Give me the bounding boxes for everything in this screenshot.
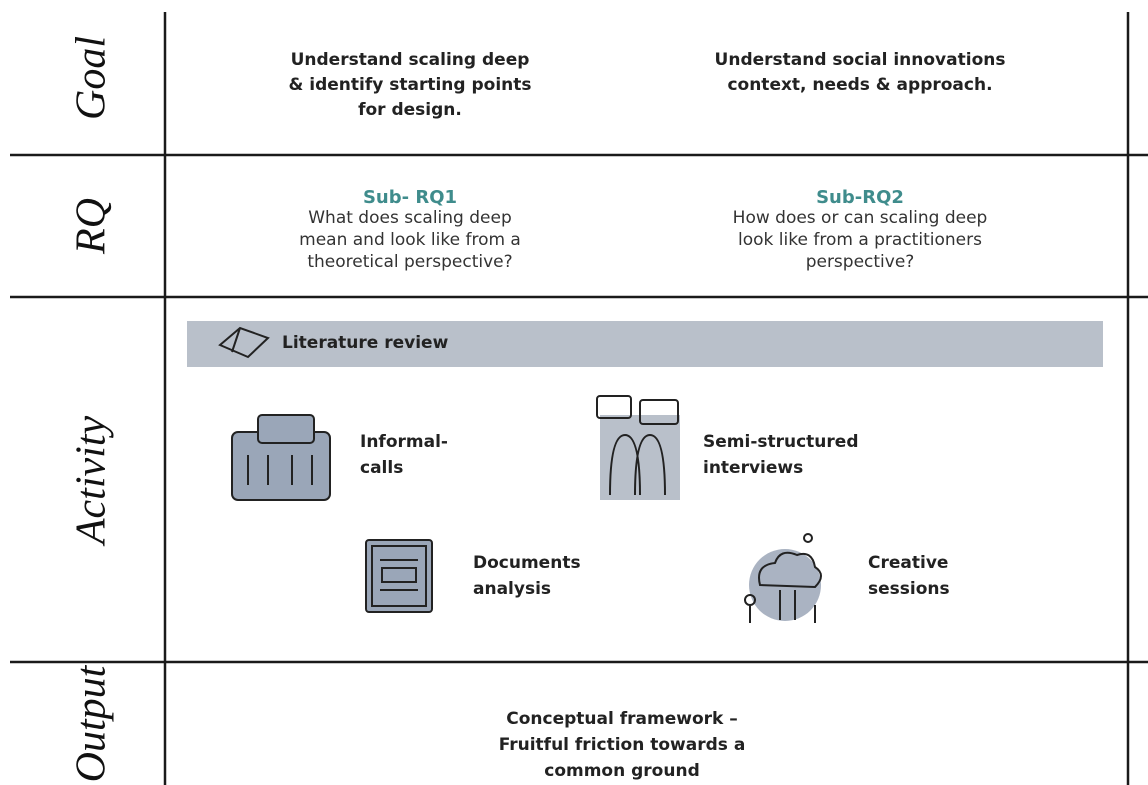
creative-icon bbox=[744, 533, 822, 623]
rq-text: How does or can scaling deep bbox=[733, 208, 988, 228]
rq-heading: Sub- RQ1 bbox=[363, 187, 457, 208]
calls-icon bbox=[231, 414, 331, 501]
goal-text: context, needs & approach. bbox=[727, 75, 992, 95]
row-label: Goal bbox=[69, 36, 115, 120]
goal-text: & identify starting points bbox=[289, 75, 532, 95]
rq-text: theoretical perspective? bbox=[307, 252, 512, 272]
rq-text: mean and look like from a bbox=[299, 230, 521, 250]
goal-text: Understand social innovations bbox=[715, 50, 1006, 70]
activity-text: Informal- bbox=[360, 432, 448, 452]
activity-text: sessions bbox=[868, 579, 950, 599]
output-text: Conceptual framework – bbox=[506, 709, 737, 729]
documents-icon bbox=[365, 539, 433, 613]
banner bbox=[187, 321, 1103, 367]
interviews-icon bbox=[596, 395, 680, 500]
activity-text: calls bbox=[360, 458, 403, 478]
activity-text: interviews bbox=[703, 458, 803, 478]
goal-text: Understand scaling deep bbox=[291, 50, 530, 70]
rq-text: What does scaling deep bbox=[308, 208, 512, 228]
book-icon bbox=[218, 326, 270, 359]
output-text: common ground bbox=[544, 761, 700, 781]
output-text: Fruitful friction towards a bbox=[499, 735, 746, 755]
activity-text: analysis bbox=[473, 579, 551, 599]
row-label: RQ bbox=[69, 198, 115, 255]
rq-text: look like from a practitioners bbox=[738, 230, 982, 250]
goal-text: for design. bbox=[358, 100, 462, 120]
activity-text: Semi-structured bbox=[703, 432, 859, 452]
activity-text: Creative bbox=[868, 553, 948, 573]
banner-text: Literature review bbox=[282, 333, 449, 353]
activity-text: Documents bbox=[473, 553, 581, 573]
rq-text: perspective? bbox=[806, 252, 915, 272]
row-label: Output bbox=[69, 664, 115, 782]
rq-heading: Sub-RQ2 bbox=[816, 187, 904, 208]
row-label: Activity bbox=[69, 416, 115, 548]
